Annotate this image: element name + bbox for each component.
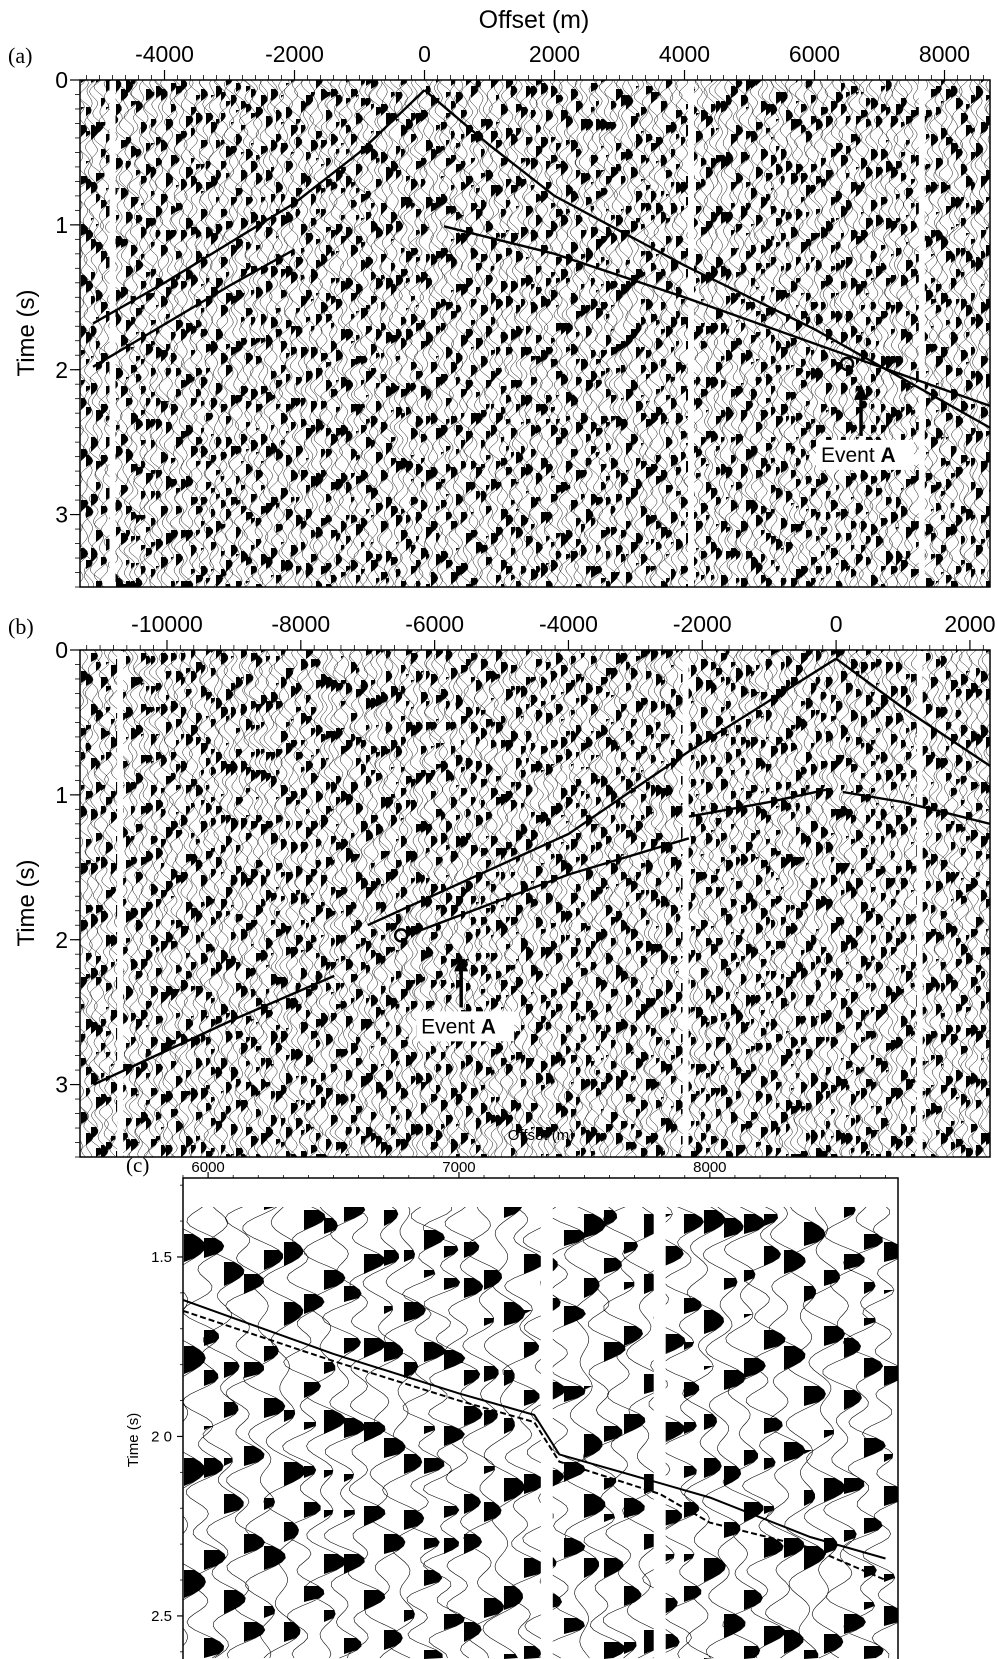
trace-gap (117, 651, 124, 1157)
panel-b-picked-arrivals (92, 657, 990, 1086)
panel-a-wiggle-traces (80, 80, 990, 587)
x-tick-label: -8000 (271, 611, 330, 637)
y-tick-label: 1 (55, 212, 68, 238)
panel-b-event-arrow-head (454, 955, 469, 972)
x-tick-label: 0 (830, 611, 843, 637)
panel-b-trace-gaps (117, 651, 923, 1157)
panel-a-y-axis-title: Time (s) (13, 289, 40, 376)
trace-gap (109, 81, 116, 587)
x-tick-label: 6000 (789, 41, 840, 67)
panel-b: (b) Time (s) -10000 -8000 -6000 -4000 -2000 0… (8, 611, 996, 1158)
wiggle-fill (184, 1207, 898, 1659)
x-tick-label: 2000 (529, 41, 580, 67)
x-tick-label: 0 (418, 41, 431, 67)
wiggle-lines (80, 650, 990, 1157)
panel-a-event-label: Event A (821, 444, 896, 467)
panel-c-frame (182, 1177, 899, 1659)
pick-first-break-upper (367, 657, 837, 927)
x-tick-label: 4000 (659, 41, 710, 67)
x-tick-label: -10000 (131, 611, 203, 637)
y-tick-label: 3 (55, 1072, 68, 1098)
pick-reflection-right (443, 225, 990, 408)
pick-reflection-left (92, 248, 296, 368)
panel-c-x-axis-title: Offset (m) (508, 1127, 574, 1144)
panel-c: (c) Offset (m) Time (s) 6000 7000 8000 1.5 2… (125, 1127, 899, 1659)
y-tick-label: 2 (55, 927, 68, 953)
wiggle-fill (81, 650, 990, 1157)
panel-b-frame (79, 649, 991, 1158)
pick-dashed-pick (183, 1309, 886, 1581)
x-tick-label: -2000 (265, 41, 324, 67)
trace-gap (653, 1179, 666, 1659)
y-tick-label: 2 0 (151, 1429, 172, 1446)
panel-c-ticks: 6000 7000 8000 1.5 2 0 2.5 (151, 1159, 886, 1653)
panel-b-event-marker (393, 928, 409, 943)
panel-b-event-label-box (416, 1011, 515, 1042)
x-tick-label: 8000 (919, 41, 970, 67)
panel-a: (a) Offset (m) Time (s) -4000 -2000 0 2000 4… (8, 6, 991, 588)
x-tick-label: -6000 (405, 611, 464, 637)
x-tick-label: -4000 (135, 41, 194, 67)
pick-deep-event (92, 974, 335, 1086)
y-tick-label: 3 (55, 502, 68, 528)
y-tick-label: 2.5 (151, 1608, 172, 1625)
panel-a-label: (a) (8, 43, 32, 68)
pick-first-break-right (835, 657, 990, 767)
pick-solid-pick (183, 1299, 886, 1560)
panel-a-event-annotation: Event A (816, 356, 914, 470)
pick-event-a-lower (414, 837, 690, 934)
pick-reflection-upper (688, 787, 830, 818)
x-tick-label: 6000 (191, 1159, 224, 1176)
panel-b-y-axis-title: Time (s) (13, 859, 40, 946)
x-tick-label: -4000 (539, 611, 598, 637)
panel-a-event-label-box (816, 439, 914, 470)
panel-b-wiggle-traces (80, 650, 990, 1157)
panel-a-ticks: -4000 -2000 0 2000 4000 6000 8000 0 1 2 3 (55, 41, 984, 588)
pick-first-break-right (423, 89, 990, 429)
trace-gap (916, 651, 923, 1157)
panel-a-frame (79, 79, 991, 588)
panel-c-y-axis-title: Time (s) (125, 1413, 142, 1467)
panel-a-event-arrow-head (854, 383, 868, 400)
trace-gap (540, 1179, 553, 1659)
y-tick-label: 1 (55, 782, 68, 808)
panel-b-ticks: -10000 -8000 -6000 -4000 -2000 0 2000 0 1 2 3 (55, 611, 996, 1158)
y-tick-label: 1.5 (151, 1249, 172, 1266)
wiggle-fill (81, 80, 990, 587)
trace-gap (918, 81, 925, 587)
x-tick-label: 7000 (442, 1159, 475, 1176)
panel-a-x-axis-title: Offset (m) (479, 6, 590, 34)
pick-first-break-left (92, 89, 426, 325)
panel-b-event-annotation: Event A (393, 928, 515, 1042)
y-tick-label: 2 (55, 357, 68, 383)
panel-a-picked-arrivals (92, 89, 990, 429)
panel-c-picked-arrivals (183, 1299, 886, 1581)
panel-a-event-marker (839, 356, 855, 372)
panel-c-label: (c) (126, 1153, 149, 1177)
y-tick-label: 0 (55, 67, 68, 93)
trace-gap (682, 651, 689, 1157)
x-tick-label: -2000 (673, 611, 732, 637)
x-tick-label: 2000 (944, 611, 995, 637)
pick-reflection-right (842, 790, 990, 825)
panel-c-trace-gaps (540, 1179, 666, 1659)
y-tick-label: 0 (55, 637, 68, 663)
wiggle-lines (80, 80, 990, 587)
x-tick-label: 8000 (693, 1159, 726, 1176)
panel-b-event-label: Event A (421, 1015, 496, 1038)
trace-gap (688, 81, 694, 587)
panel-a-trace-gaps (109, 81, 925, 587)
panel-b-label: (b) (8, 614, 34, 639)
